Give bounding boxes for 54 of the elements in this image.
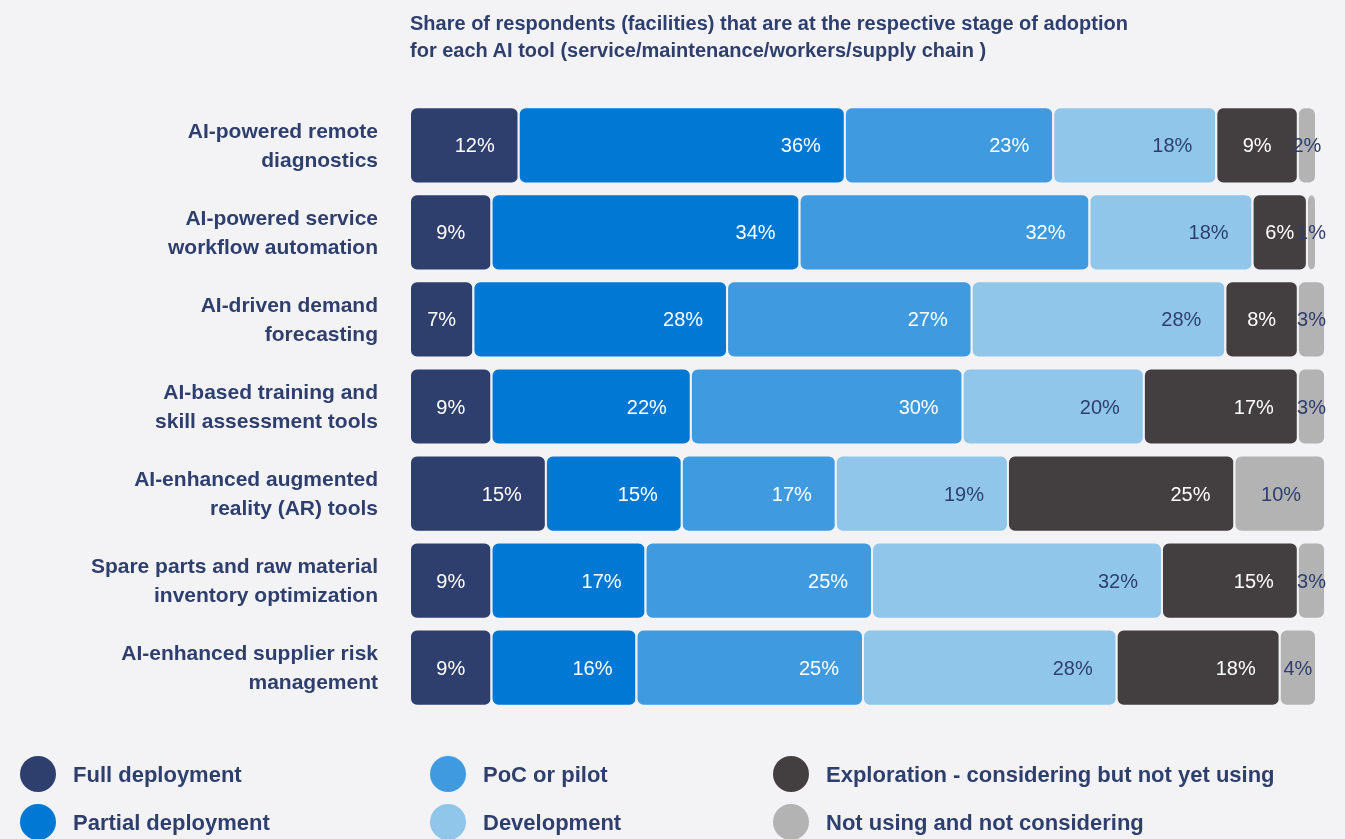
data-label: 17% xyxy=(1233,395,1275,418)
data-label: 17% xyxy=(771,482,813,505)
legend-label: Not using and not considering xyxy=(826,810,1144,835)
data-label: 12% xyxy=(454,134,495,157)
data-label: 10% xyxy=(1261,482,1302,505)
data-label: 32% xyxy=(1025,221,1066,244)
data-label: 18% xyxy=(1215,656,1256,679)
y-tick-label: AI-driven demand forecasting xyxy=(200,292,378,345)
y-tick-label: AI-powered remote diagnostics xyxy=(187,118,378,171)
data-label: 8% xyxy=(1247,308,1277,331)
data-label: 28% xyxy=(663,308,704,331)
legend-label: Development xyxy=(483,810,622,835)
data-label: 25% xyxy=(808,569,849,592)
legend-label: Full deployment xyxy=(73,762,243,787)
data-label: 9% xyxy=(436,569,466,592)
data-label: 9% xyxy=(436,395,466,418)
data-label: 9% xyxy=(436,221,466,244)
legend-label: PoC or pilot xyxy=(483,762,609,787)
data-label: 20% xyxy=(1079,395,1121,418)
data-label: 22% xyxy=(626,395,668,418)
data-label: 3% xyxy=(1297,308,1327,331)
y-tick-label: AI-enhanced supplier risk management xyxy=(121,641,379,694)
legend-label: Partial deployment xyxy=(73,810,271,835)
data-label: 23% xyxy=(989,134,1030,157)
data-label: 15% xyxy=(481,482,523,505)
data-label: 28% xyxy=(1161,308,1202,331)
data-label: 9% xyxy=(1242,134,1272,157)
y-tick-label: AI-powered service workflow automation xyxy=(167,205,378,258)
data-label: 3% xyxy=(1297,395,1327,418)
data-label: 4% xyxy=(1283,656,1313,679)
y-tick-label: AI-based training and skill assessment tools xyxy=(155,380,378,432)
data-label: 9% xyxy=(436,656,466,679)
data-label: 17% xyxy=(581,569,622,592)
data-label: 18% xyxy=(1152,134,1193,157)
data-label: 7% xyxy=(427,308,457,331)
y-tick-label: AI-enhanced augmented reality (AR) tools xyxy=(134,467,378,520)
data-label: 34% xyxy=(735,221,776,244)
data-label: 36% xyxy=(780,134,822,157)
data-label: 28% xyxy=(1052,656,1093,679)
data-label: 6% xyxy=(1265,221,1295,244)
chart-title: Share of respondents (facilities) that are at the respective stage of adoption for each AI tool (service/maintenance/workers/supply chain ) xyxy=(410,12,1128,61)
data-label: 15% xyxy=(617,482,659,505)
data-label: 30% xyxy=(898,395,939,418)
data-label: 25% xyxy=(798,656,840,679)
y-tick-label: Spare parts and raw material inventory optimization xyxy=(90,554,378,607)
data-label: 27% xyxy=(907,308,948,331)
data-label: 19% xyxy=(943,482,985,505)
data-label: 3% xyxy=(1297,569,1327,592)
data-label: 16% xyxy=(572,656,613,679)
data-label: 18% xyxy=(1188,221,1229,244)
data-label: 15% xyxy=(1233,569,1275,592)
data-label: 32% xyxy=(1097,569,1139,592)
data-label: 25% xyxy=(1170,482,1211,505)
legend-label: Exploration - considering but not yet using xyxy=(826,762,1275,787)
